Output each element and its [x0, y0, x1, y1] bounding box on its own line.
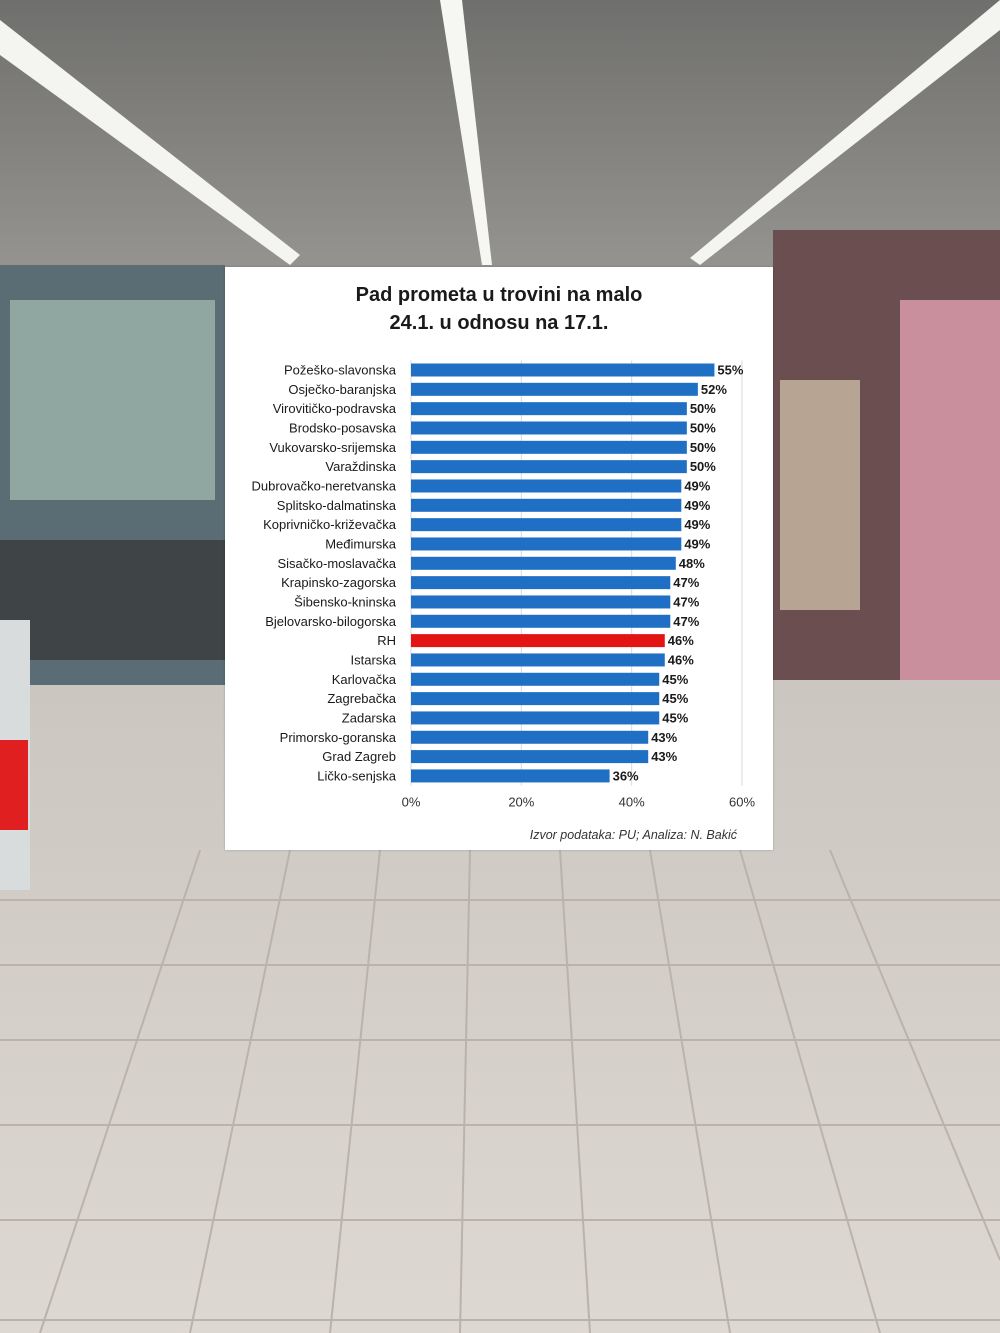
bar — [411, 576, 671, 590]
x-tick-label: 40% — [619, 795, 645, 810]
value-label: 49% — [684, 478, 710, 493]
category-label: Karlovačka — [332, 672, 397, 687]
category-label: Dubrovačko-neretvanska — [251, 478, 396, 493]
value-label: 50% — [690, 401, 716, 416]
value-label: 46% — [668, 633, 694, 648]
bar — [411, 614, 671, 628]
chart-card: 0% 20% 40% 60% Požeško-slavonska 55% Osječko-b… — [225, 267, 773, 850]
category-label: Međimurska — [325, 536, 397, 551]
category-label: Varaždinska — [325, 459, 396, 474]
bar — [411, 402, 687, 416]
category-label: Ličko-senjska — [317, 768, 397, 783]
category-label: Primorsko-goranska — [280, 730, 397, 745]
bar — [411, 769, 610, 783]
category-label: Vukovarsko-srijemska — [269, 440, 396, 455]
value-label: 45% — [662, 672, 688, 687]
bar — [411, 653, 665, 667]
bar — [411, 634, 665, 648]
category-label: Sisačko-moslavačka — [278, 556, 397, 571]
value-label: 48% — [679, 556, 705, 571]
category-label: Osječko-baranjska — [288, 382, 396, 397]
bar — [411, 518, 682, 532]
category-label: Koprivničko-križevačka — [263, 517, 397, 532]
bar — [411, 440, 687, 454]
bar — [411, 692, 660, 706]
category-label: Istarska — [350, 652, 396, 667]
category-label: RH — [377, 633, 396, 648]
chart-title-line-2: 24.1. u odnosu na 17.1. — [389, 312, 609, 334]
value-label: 50% — [690, 420, 716, 435]
bar — [411, 595, 671, 609]
bar — [411, 730, 649, 744]
bar — [411, 460, 687, 474]
bar — [411, 750, 649, 764]
chart-title: Pad prometa u trovini na malo 24.1. u od… — [225, 281, 773, 337]
bar — [411, 711, 660, 725]
category-label: Splitsko-dalmatinska — [277, 498, 397, 513]
category-label: Požeško-slavonska — [284, 363, 397, 378]
bar — [411, 363, 715, 377]
x-tick-label: 60% — [729, 795, 755, 810]
value-label: 49% — [684, 536, 710, 551]
category-label: Virovitičko-podravska — [273, 401, 397, 416]
bar — [411, 537, 682, 551]
bar — [411, 498, 682, 512]
bar — [411, 421, 687, 435]
source-note: Izvor podataka: PU; Analiza: N. Bakić — [529, 828, 737, 842]
value-label: 55% — [717, 363, 743, 378]
category-label: Brodsko-posavska — [289, 420, 397, 435]
value-label: 52% — [701, 382, 727, 397]
value-label: 43% — [651, 730, 677, 745]
x-tick-label: 20% — [508, 795, 534, 810]
bar — [411, 382, 698, 396]
value-label: 47% — [673, 614, 699, 629]
category-label: Grad Zagreb — [322, 749, 396, 764]
category-label: Zadarska — [342, 710, 397, 725]
category-label: Bjelovarsko-bilogorska — [265, 614, 397, 629]
value-label: 36% — [613, 768, 639, 783]
bar — [411, 556, 676, 570]
value-label: 45% — [662, 710, 688, 725]
value-label: 47% — [673, 575, 699, 590]
value-label: 49% — [684, 498, 710, 513]
category-label: Zagrebačka — [327, 691, 396, 706]
value-label: 49% — [684, 517, 710, 532]
value-label: 43% — [651, 749, 677, 764]
bar-chart: 0% 20% 40% 60% Požeško-slavonska 55% Osječko-b… — [251, 360, 755, 810]
bar — [411, 479, 682, 493]
value-label: 50% — [690, 459, 716, 474]
value-label: 46% — [668, 652, 694, 667]
category-label: Šibensko-kninska — [294, 594, 397, 609]
x-tick-label: 0% — [402, 795, 421, 810]
value-label: 50% — [690, 440, 716, 455]
value-label: 47% — [673, 594, 699, 609]
category-label: Krapinsko-zagorska — [281, 575, 397, 590]
chart-title-line-1: Pad prometa u trovini na malo — [355, 284, 643, 306]
value-label: 45% — [662, 691, 688, 706]
bar — [411, 672, 660, 686]
